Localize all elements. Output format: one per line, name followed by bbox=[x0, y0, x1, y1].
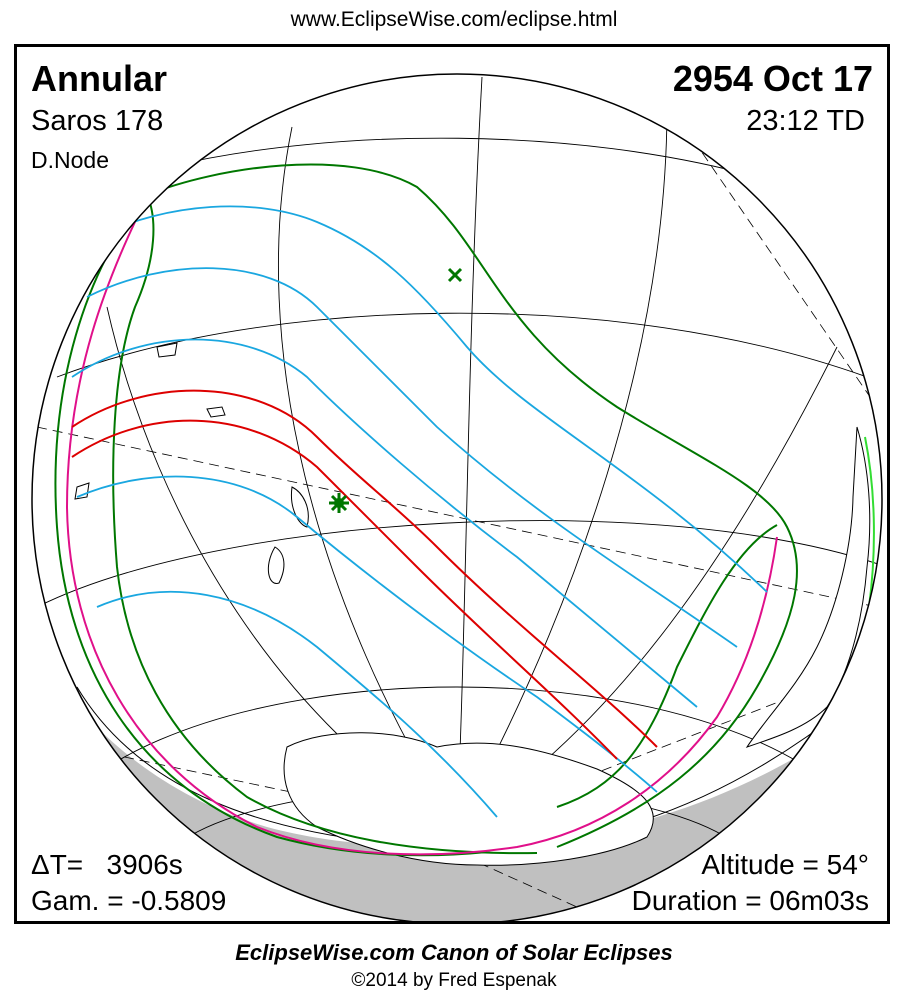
globe-disc bbox=[32, 74, 882, 921]
source-url[interactable]: www.EclipseWise.com/eclipse.html bbox=[290, 8, 618, 31]
eclipse-time: 23:12 TD bbox=[746, 105, 865, 137]
south-america bbox=[745, 426, 871, 748]
partial-line-5 bbox=[96, 591, 498, 818]
partial-eclipse-lines bbox=[71, 205, 768, 818]
delta-t: ΔT= 3906s bbox=[31, 849, 183, 880]
globe-map bbox=[31, 73, 883, 921]
eclipse-type: Annular bbox=[31, 58, 168, 99]
gamma: Gam. = -0.5809 bbox=[31, 885, 227, 916]
globe-outline bbox=[31, 73, 883, 921]
saros-number: Saros 178 bbox=[31, 105, 164, 137]
central-path bbox=[71, 389, 658, 760]
land-masses bbox=[74, 342, 871, 866]
pacific-island-2 bbox=[156, 342, 178, 358]
sun-altitude: Altitude = 54° bbox=[701, 849, 869, 880]
partial-line-3 bbox=[71, 338, 698, 708]
eclipse-map-panel: Annular 2954 Oct 17 Saros 178 23:12 TD D… bbox=[14, 44, 890, 924]
eclipse-date: 2954 Oct 17 bbox=[672, 58, 873, 99]
penumbral-loop-east bbox=[556, 524, 778, 808]
pacific-island-3 bbox=[74, 482, 90, 500]
partial-line-2 bbox=[86, 267, 738, 648]
copyright: ©2014 by Fred Espenak bbox=[351, 970, 557, 991]
greatest-duration-marker bbox=[447, 267, 463, 283]
pacific-island-1 bbox=[206, 406, 226, 418]
central-limit-north bbox=[71, 389, 658, 748]
antarctica bbox=[283, 732, 654, 866]
new-zealand-north bbox=[290, 486, 309, 528]
partial-line-1 bbox=[96, 205, 768, 593]
central-duration: Duration = 06m03s bbox=[631, 885, 869, 916]
node-label: D.Node bbox=[31, 147, 109, 173]
canon-title: EclipseWise.com Canon of Solar Eclipses bbox=[235, 940, 673, 965]
new-zealand-south bbox=[267, 546, 285, 584]
central-limit-south bbox=[71, 419, 618, 760]
penumbral-limit-west bbox=[112, 194, 538, 855]
penumbral-limit-north bbox=[146, 163, 798, 848]
rise-set-curve bbox=[65, 196, 778, 856]
partial-line-4 bbox=[76, 475, 658, 793]
